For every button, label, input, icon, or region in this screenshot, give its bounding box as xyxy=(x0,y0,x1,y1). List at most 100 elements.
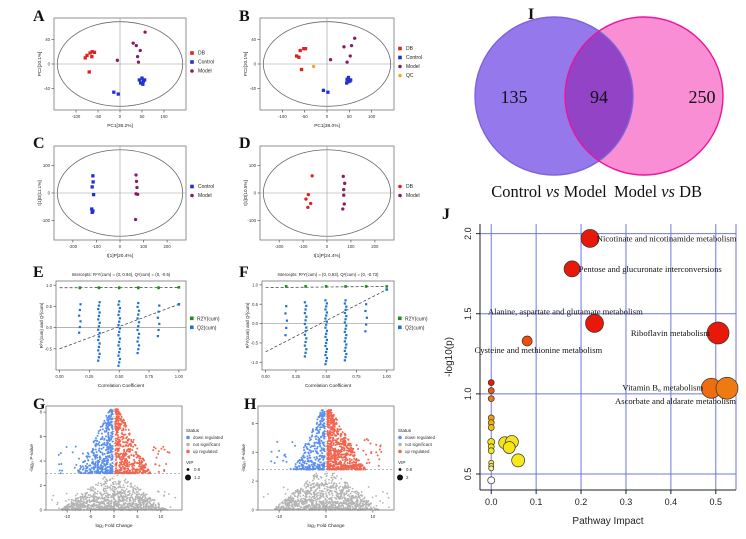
svg-text:-100: -100 xyxy=(247,218,256,223)
svg-text:-10: -10 xyxy=(276,514,283,519)
svg-text:200: 200 xyxy=(371,244,379,249)
svg-text:Model: Model xyxy=(198,69,212,75)
svg-text:100: 100 xyxy=(347,244,355,249)
svg-text:200: 200 xyxy=(164,244,172,249)
svg-text:135: 135 xyxy=(501,87,528,107)
panel-c-oplsda-score-plot: -200 -100 0 100 200 -100 0 100 t[1]P[20.4%] t[1]O… xyxy=(37,145,214,259)
svg-text:6: 6 xyxy=(40,434,43,439)
svg-text:t[1]O[10.5%]: t[1]O[10.5%] xyxy=(243,180,248,206)
svg-text:-100: -100 xyxy=(72,114,81,119)
svg-text:Pentose and glucuronate interc: Pentose and glucuronate interconversions xyxy=(579,264,723,274)
panel-label-c: C xyxy=(33,135,45,152)
svg-text:Model: Model xyxy=(406,193,420,199)
svg-text:40: 40 xyxy=(251,37,256,42)
panel-label-d: D xyxy=(239,135,251,152)
svg-text:0.4: 0.4 xyxy=(665,497,678,507)
svg-text:0: 0 xyxy=(326,244,329,249)
svg-text:DB: DB xyxy=(198,51,206,57)
svg-text:1.5: 1.5 xyxy=(463,307,473,320)
svg-text:-100: -100 xyxy=(299,244,308,249)
svg-text:-40: -40 xyxy=(44,86,51,91)
svg-text:6: 6 xyxy=(252,421,255,426)
panel-label-j: J xyxy=(442,206,450,223)
svg-text:Ascorbate and aldarate metabol: Ascorbate and aldarate metabolism xyxy=(615,396,736,406)
svg-text:-5: -5 xyxy=(89,514,93,519)
svg-text:-100: -100 xyxy=(278,114,287,119)
svg-text:100: 100 xyxy=(368,114,376,119)
svg-text:log₂ Fold Change: log₂ Fold Change xyxy=(307,523,344,529)
svg-text:Pathway Impact: Pathway Impact xyxy=(572,516,643,527)
svg-text:1.0: 1.0 xyxy=(252,282,258,287)
svg-text:0: 0 xyxy=(254,191,257,196)
svg-text:0: 0 xyxy=(325,514,328,519)
svg-text:2: 2 xyxy=(40,483,43,488)
panel-i-venn-diagram: 135 94 250 Control vs Model Model vs DB xyxy=(474,16,724,201)
svg-text:1.0: 1.0 xyxy=(463,388,473,401)
svg-text:100: 100 xyxy=(160,114,168,119)
svg-text:10: 10 xyxy=(159,514,164,519)
svg-text:0.00: 0.00 xyxy=(55,374,64,379)
svg-text:50: 50 xyxy=(140,114,145,119)
svg-text:0: 0 xyxy=(119,114,122,119)
svg-text:DB: DB xyxy=(406,184,414,190)
svg-text:0: 0 xyxy=(40,508,43,513)
svg-text:250: 250 xyxy=(689,87,716,107)
svg-text:0: 0 xyxy=(252,508,255,513)
svg-text:0: 0 xyxy=(254,62,257,67)
svg-text:Control: Control xyxy=(406,55,422,61)
svg-text:VIP: VIP xyxy=(186,460,193,465)
svg-text:-50: -50 xyxy=(95,114,102,119)
svg-text:log₂ Fold Change: log₂ Fold Change xyxy=(95,523,132,529)
svg-text:t[1]P[20.4%]: t[1]P[20.4%] xyxy=(107,253,133,259)
svg-text:0: 0 xyxy=(48,62,51,67)
panel-label-e: E xyxy=(33,264,44,281)
svg-text:-0.5: -0.5 xyxy=(251,341,259,346)
svg-text:t[1]P[24.4%]: t[1]P[24.4%] xyxy=(314,253,340,259)
svg-text:Q2(cum): Q2(cum) xyxy=(405,326,425,332)
svg-text:-40: -40 xyxy=(250,86,257,91)
svg-text:PC2[20.1%]: PC2[20.1%] xyxy=(37,52,42,77)
svg-text:0.75: 0.75 xyxy=(145,374,154,379)
svg-text:0.5: 0.5 xyxy=(710,497,723,507)
svg-text:Status: Status xyxy=(398,428,412,433)
svg-text:Nicotinate and nicotinamide me: Nicotinate and nicotinamide metabolism xyxy=(597,233,737,243)
svg-text:Status: Status xyxy=(186,428,200,433)
svg-text:Intercepts: R²Y(cum) = (0, 0.9: Intercepts: R²Y(cum) = (0, 0.94), Q²(cum… xyxy=(72,272,171,277)
svg-text:VIP: VIP xyxy=(398,460,405,465)
svg-text:1.2: 1.2 xyxy=(194,475,201,480)
svg-text:up regulated: up regulated xyxy=(193,449,218,454)
svg-text:0.8: 0.8 xyxy=(194,467,201,472)
svg-text:PC2[20.1%]: PC2[20.1%] xyxy=(243,52,248,77)
svg-text:not significant: not significant xyxy=(405,442,433,447)
svg-text:100: 100 xyxy=(249,163,257,168)
svg-text:Q2(cum): Q2(cum) xyxy=(197,326,217,332)
svg-text:-log₁₀ P-value: -log₁₀ P-value xyxy=(29,444,34,472)
svg-text:40: 40 xyxy=(45,37,50,42)
svg-text:0.3: 0.3 xyxy=(620,497,633,507)
svg-text:0.2: 0.2 xyxy=(575,497,588,507)
panel-g-volcano-plot: -10 -5 0 5 10 0 2 4 6 8 log₂ Fold Change -log₁₀ P-v… xyxy=(29,405,224,529)
svg-text:0: 0 xyxy=(113,514,116,519)
svg-text:Correlation Coefficient: Correlation Coefficient xyxy=(305,383,352,388)
svg-text:50: 50 xyxy=(347,114,352,119)
svg-text:0.25: 0.25 xyxy=(85,374,94,379)
svg-text:Vitamin B₆ metabolism: Vitamin B₆ metabolism xyxy=(622,382,703,392)
svg-text:0.50: 0.50 xyxy=(115,374,124,379)
svg-text:-100: -100 xyxy=(92,244,101,249)
svg-text:down regulated: down regulated xyxy=(193,435,224,440)
svg-text:5: 5 xyxy=(136,514,139,519)
svg-text:2: 2 xyxy=(406,475,409,480)
svg-text:0.5: 0.5 xyxy=(252,302,258,307)
panel-label-g: G xyxy=(33,396,46,413)
panel-f-permutation-plot: Intercepts: R²Y(cum) = (0, 0.93), Q²(cum… xyxy=(245,272,428,388)
svg-text:-1.0: -1.0 xyxy=(251,360,259,365)
svg-text:PC1[38.0%]: PC1[38.0%] xyxy=(314,123,340,129)
svg-text:94: 94 xyxy=(590,87,608,107)
svg-text:8: 8 xyxy=(40,410,43,415)
svg-text:0.8: 0.8 xyxy=(406,467,413,472)
svg-text:Model: Model xyxy=(198,193,212,199)
svg-text:0.1: 0.1 xyxy=(530,497,543,507)
svg-text:-log10(p): -log10(p) xyxy=(444,337,455,377)
svg-text:1.0: 1.0 xyxy=(46,283,52,288)
